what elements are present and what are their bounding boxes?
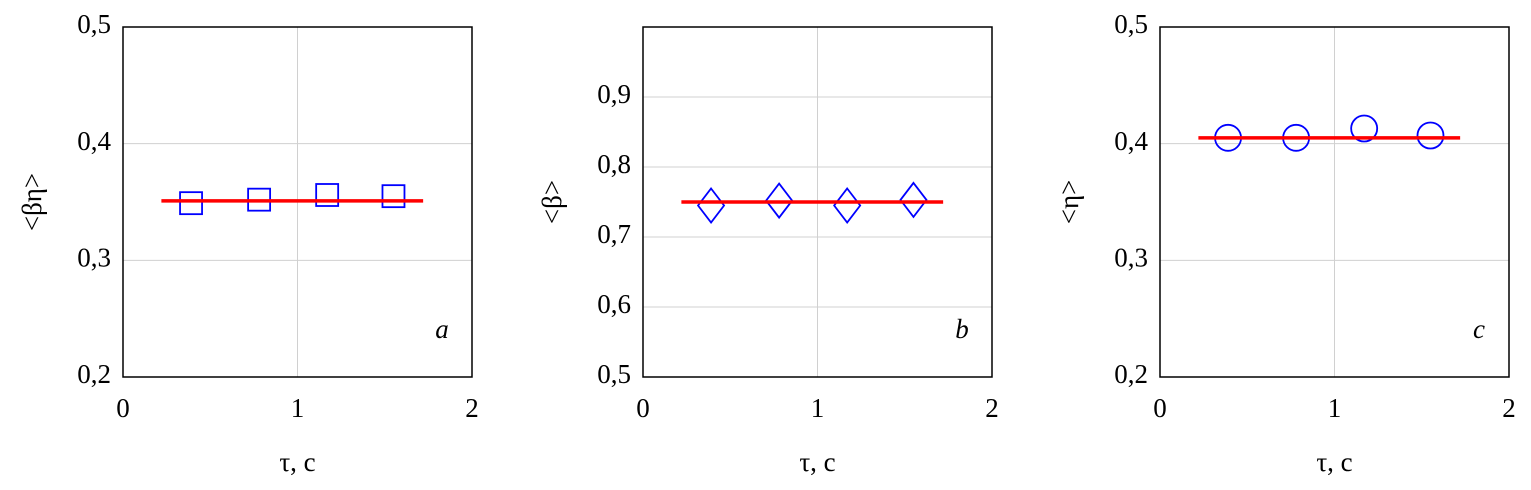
x-axis-label: τ, c	[799, 447, 835, 477]
marker	[833, 187, 862, 224]
panel: 0,2 0,3 0,4 0,5 0 1 2 c τ, c <η>	[1054, 9, 1516, 477]
x-tick-label: 1	[291, 393, 305, 423]
panel: 0,2 0,3 0,4 0,5 0 1 2 a τ, c <βη>	[17, 9, 479, 477]
marker	[381, 184, 406, 209]
x-axis-label: τ, c	[1316, 447, 1352, 477]
plot-frame	[642, 26, 993, 378]
marker	[1416, 121, 1445, 150]
y-tick-label: 0,8	[597, 149, 631, 179]
x-tick-label: 0	[636, 393, 650, 423]
marker	[696, 187, 726, 224]
y-tick-label: 0,2	[77, 359, 111, 389]
marker	[315, 183, 340, 207]
y-tick-label: 0,5	[1114, 9, 1148, 39]
x-tick-label: 2	[1502, 393, 1516, 423]
y-tick-label: 0,6	[597, 289, 631, 319]
y-tick-label: 0,4	[1114, 126, 1148, 156]
x-tick-label: 0	[1153, 393, 1167, 423]
plot-frame	[122, 26, 473, 378]
y-tick-label: 0,9	[597, 79, 631, 109]
x-tick-label: 1	[811, 393, 825, 423]
y-tick-label: 0,4	[77, 126, 111, 156]
x-tick-label: 2	[465, 393, 479, 423]
y-tick-label: 0,3	[77, 243, 111, 273]
panel-label: c	[1473, 314, 1485, 344]
x-tick-label: 2	[985, 393, 999, 423]
y-tick-label: 0,5	[597, 359, 631, 389]
x-axis-label: τ, c	[279, 447, 315, 477]
panel-label: a	[435, 314, 449, 344]
y-tick-label: 0,5	[77, 9, 111, 39]
panel: 0,5 0,6 0,7 0,8 0,9 0 1 2 b τ, c <β>	[537, 26, 999, 477]
panel-label: b	[955, 314, 969, 344]
y-tick-label: 0,7	[597, 219, 631, 249]
x-tick-label: 1	[1328, 393, 1342, 423]
marker	[764, 182, 794, 220]
marker	[1350, 114, 1379, 143]
x-tick-label: 0	[116, 393, 130, 423]
y-axis-label: <β>	[537, 180, 567, 224]
marker	[179, 191, 203, 216]
marker	[899, 181, 928, 219]
y-axis-label: <η>	[1054, 180, 1084, 225]
y-tick-label: 0,2	[1114, 359, 1148, 389]
y-axis-label: <βη>	[17, 173, 47, 231]
y-tick-label: 0,3	[1114, 243, 1148, 273]
plot-frame	[1159, 26, 1510, 378]
